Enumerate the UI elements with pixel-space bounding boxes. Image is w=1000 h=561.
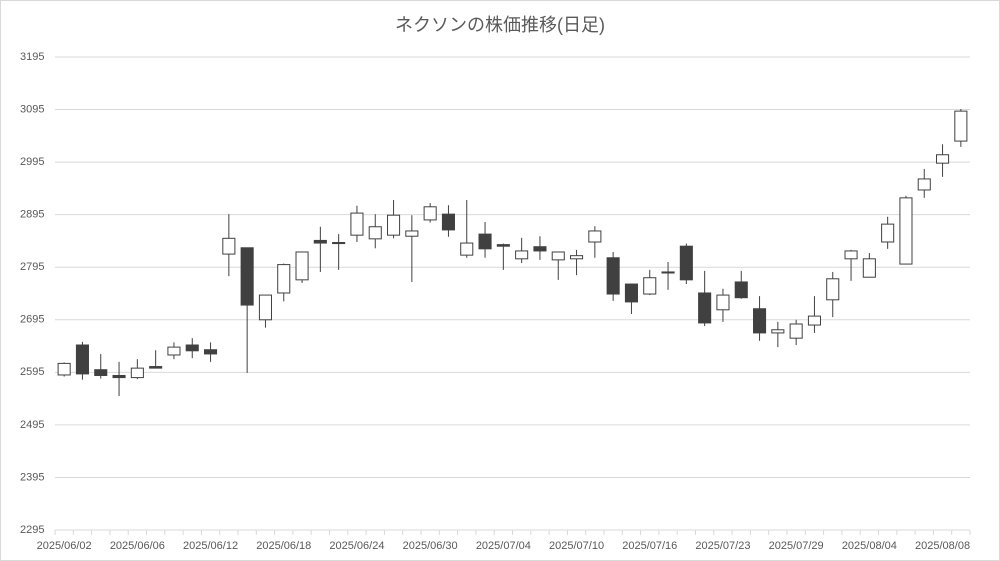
candle-body bbox=[368, 226, 382, 240]
candle-body bbox=[588, 230, 602, 243]
x-tick-label: 2025/06/18 bbox=[256, 540, 311, 552]
y-tick-label: 2595 bbox=[20, 366, 44, 378]
candle-body bbox=[130, 367, 144, 379]
x-tick-label: 2025/06/02 bbox=[37, 540, 92, 552]
candle-body bbox=[185, 344, 199, 352]
candle-body bbox=[734, 281, 748, 299]
candle-body bbox=[496, 244, 510, 247]
candle-body bbox=[917, 178, 931, 191]
candle-body bbox=[295, 251, 309, 281]
y-tick-label: 2995 bbox=[20, 156, 44, 168]
candle-body bbox=[258, 294, 272, 321]
candle-body bbox=[899, 197, 913, 265]
candle-body bbox=[405, 230, 419, 237]
x-tick-label: 2025/07/23 bbox=[695, 540, 750, 552]
candle-body bbox=[112, 374, 126, 379]
candle-body bbox=[149, 366, 163, 369]
candle-body bbox=[606, 257, 620, 295]
candle-body bbox=[881, 223, 895, 243]
candle-body bbox=[240, 247, 254, 306]
candle-body bbox=[277, 264, 291, 294]
candle-body bbox=[94, 369, 108, 376]
candle-body bbox=[716, 294, 730, 311]
candle-body bbox=[350, 212, 364, 236]
y-tick-label: 2395 bbox=[20, 471, 44, 483]
candle-body bbox=[204, 349, 218, 355]
candle-body bbox=[771, 329, 785, 334]
candle-body bbox=[643, 277, 657, 295]
candle-body bbox=[826, 278, 840, 301]
candle-body bbox=[807, 315, 821, 326]
candle-body bbox=[698, 292, 712, 324]
x-tick-label: 2025/06/24 bbox=[329, 540, 384, 552]
candle-body bbox=[460, 242, 474, 256]
candle-body bbox=[441, 213, 455, 231]
y-tick-label: 2795 bbox=[20, 261, 44, 273]
chart-title: ネクソンの株価推移(日足) bbox=[395, 15, 605, 35]
candle-body bbox=[661, 271, 675, 274]
x-tick-label: 2025/06/06 bbox=[110, 540, 165, 552]
y-tick-label: 3195 bbox=[20, 51, 44, 63]
candle-body bbox=[423, 206, 437, 221]
candle-body bbox=[954, 110, 968, 142]
candle-body bbox=[222, 237, 236, 255]
y-tick-label: 2695 bbox=[20, 314, 44, 326]
candle-body bbox=[679, 245, 693, 281]
x-tick-label: 2025/07/04 bbox=[476, 540, 531, 552]
candle-body bbox=[570, 255, 584, 260]
candle-body bbox=[167, 346, 181, 356]
candle-body bbox=[551, 251, 565, 261]
y-tick-label: 3095 bbox=[20, 103, 44, 115]
candle-body bbox=[387, 214, 401, 236]
candle-body bbox=[533, 246, 547, 252]
y-tick-label: 2895 bbox=[20, 209, 44, 221]
candle-body bbox=[515, 250, 529, 260]
x-tick-label: 2025/07/16 bbox=[622, 540, 677, 552]
candle-body bbox=[936, 154, 950, 164]
candle-body bbox=[478, 233, 492, 250]
candle-body bbox=[313, 239, 327, 244]
x-tick-label: 2025/06/30 bbox=[403, 540, 458, 552]
y-tick-label: 2495 bbox=[20, 419, 44, 431]
x-tick-label: 2025/08/04 bbox=[842, 540, 897, 552]
x-tick-label: 2025/06/12 bbox=[183, 540, 238, 552]
candle-body bbox=[332, 242, 346, 245]
candle-body bbox=[862, 258, 876, 278]
candle-body bbox=[57, 362, 71, 376]
x-tick-label: 2025/08/08 bbox=[915, 540, 970, 552]
candle-body bbox=[789, 323, 803, 339]
candle-body bbox=[844, 250, 858, 260]
x-tick-label: 2025/07/29 bbox=[769, 540, 824, 552]
candle-body bbox=[624, 283, 638, 303]
y-tick-label: 2295 bbox=[20, 524, 44, 536]
x-tick-label: 2025/07/10 bbox=[549, 540, 604, 552]
candle-body bbox=[753, 308, 767, 334]
candle-body bbox=[75, 344, 89, 375]
